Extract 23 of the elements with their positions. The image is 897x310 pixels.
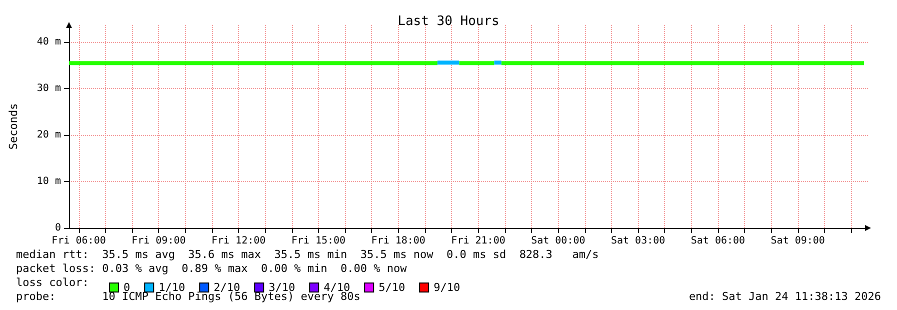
y-tick-label: 0 xyxy=(54,222,61,234)
x-tick-label: Sat 09:00 xyxy=(770,236,825,246)
y-tick-label: 40 m xyxy=(36,36,61,48)
x-tick-label: Sat 06:00 xyxy=(690,236,746,246)
y-axis-title: Seconds xyxy=(7,103,20,150)
text: median rtt: 35.5 ms avg 35.6 ms max 35.5 ms min 35.5 ms now 0.0 ms sd 828.3 am/s xyxy=(16,248,599,261)
legend-label: 5/10 xyxy=(378,281,406,294)
y-tick-label: 30 m xyxy=(36,83,61,94)
y-tick-label: 20 m xyxy=(36,130,61,141)
chart-title: Last 30 Hours xyxy=(398,14,500,29)
x-tick-label: Fri 15:00 xyxy=(291,236,346,246)
text: end: Sat Jan 24 11:38:13 2026 xyxy=(688,290,881,303)
text: loss color: xyxy=(16,276,89,289)
y-tick-label: 10 m xyxy=(36,176,61,188)
x-tick-label: Fri 21:00 xyxy=(451,236,506,246)
x-tick-label: Sat 00:00 xyxy=(531,236,586,246)
text: packet loss: 0.03 % avg 0.89 % max 0.00 % min 0.00 % now xyxy=(16,262,407,275)
legend-label: 9/10 xyxy=(434,281,460,294)
x-tick-label: Fri 09:00 xyxy=(132,236,186,246)
x-tick-label: Fri 12:00 xyxy=(211,236,266,246)
x-tick-label: Fri 18:00 xyxy=(371,236,426,246)
x-tick-label: Fri 06:00 xyxy=(52,236,106,246)
x-tick-label: Sat 03:00 xyxy=(610,236,666,246)
